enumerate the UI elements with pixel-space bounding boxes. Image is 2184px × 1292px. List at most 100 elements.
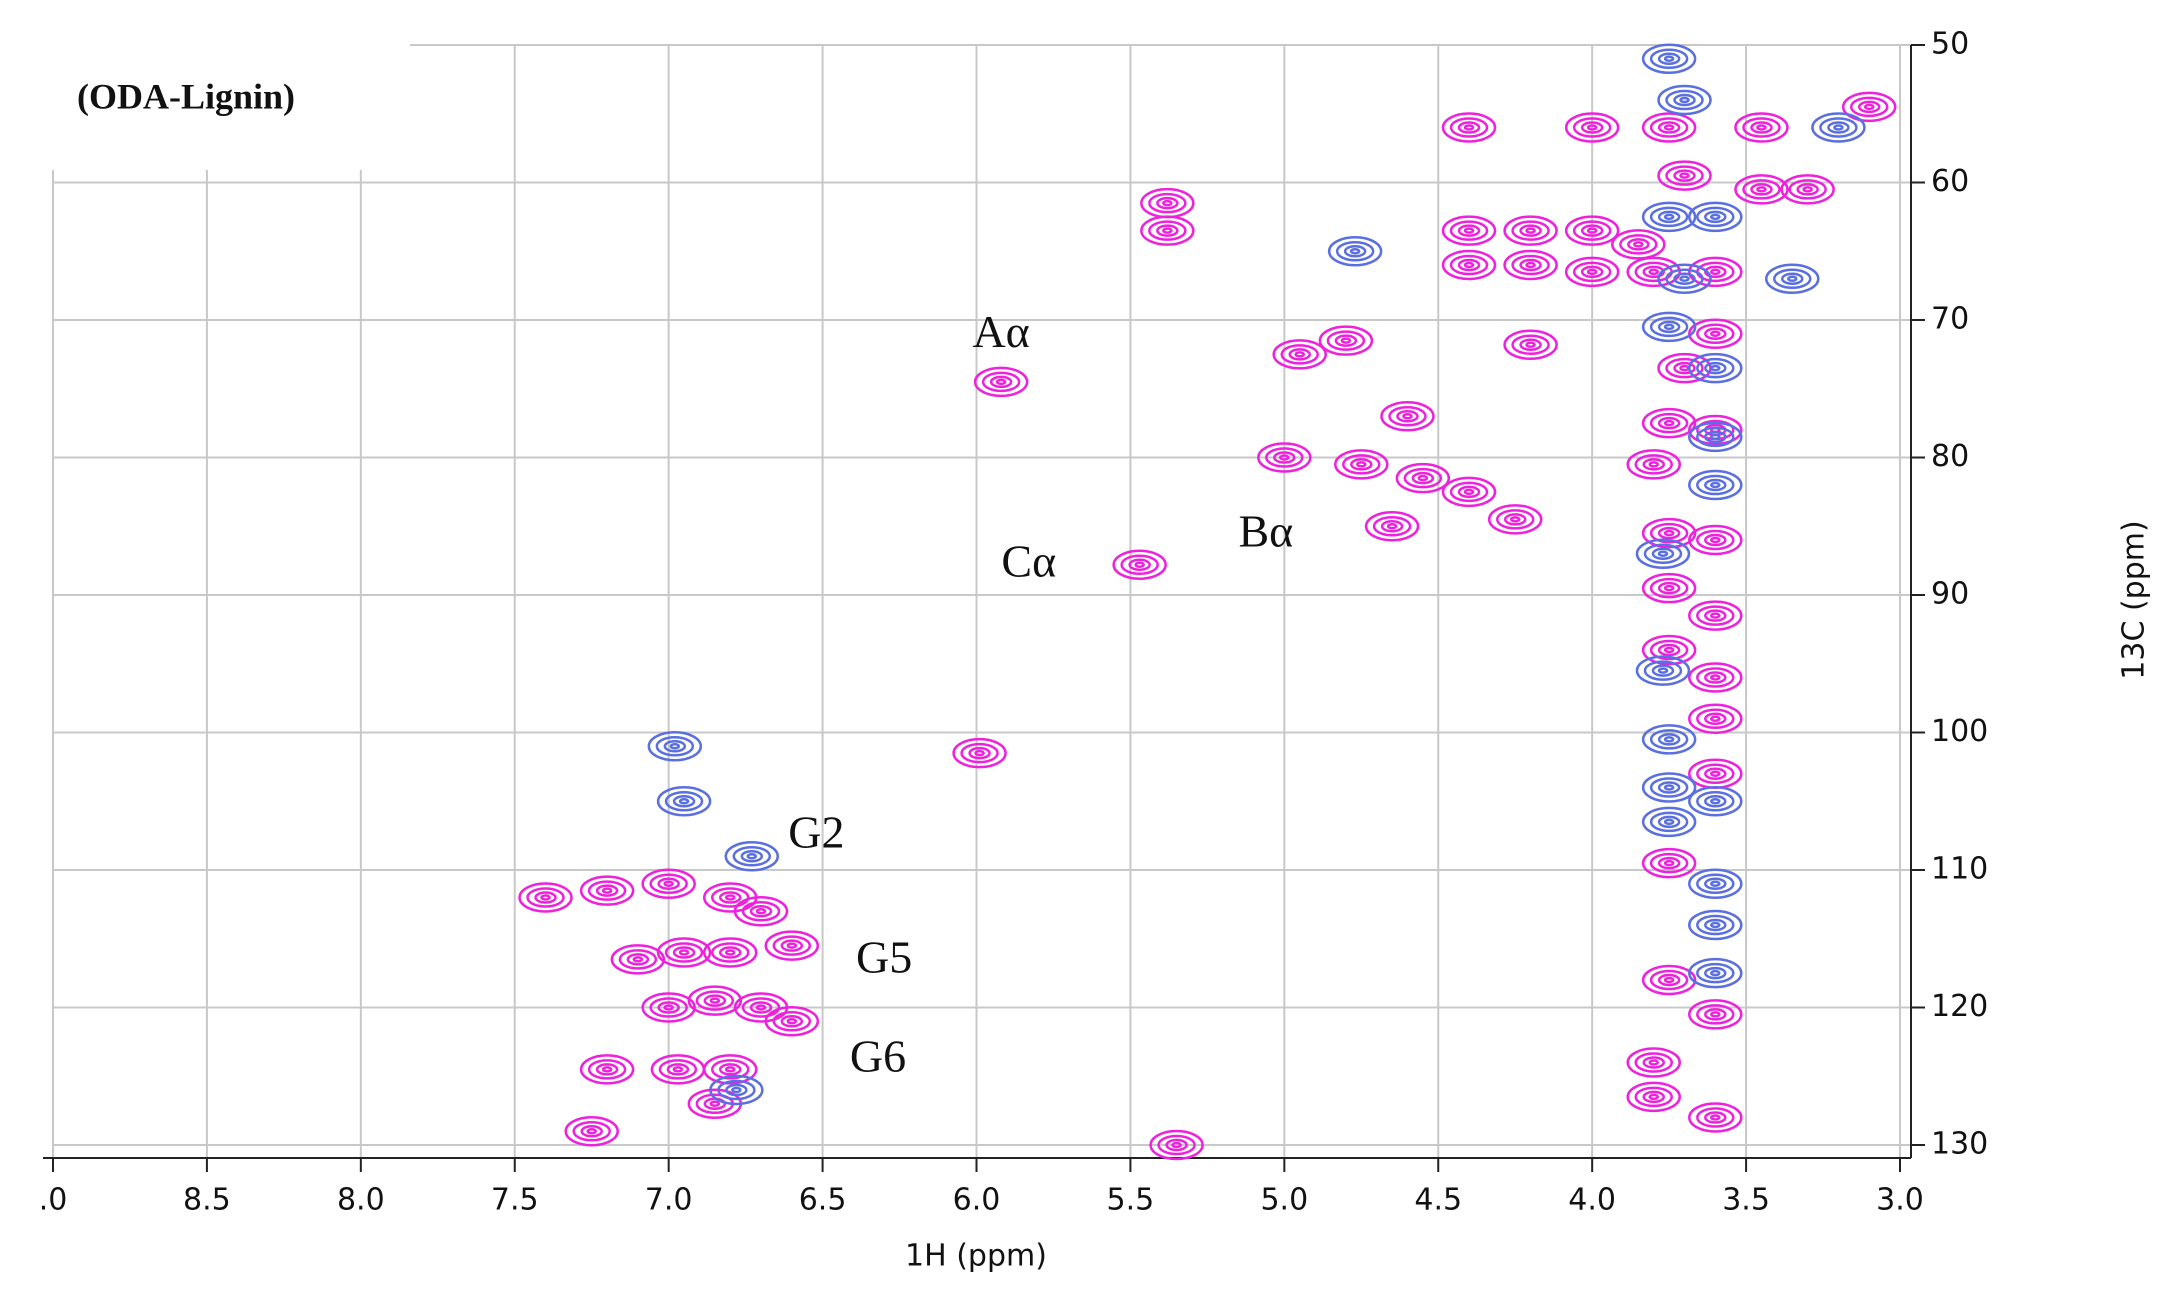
peak bbox=[579, 1054, 635, 1085]
contour bbox=[1750, 121, 1773, 134]
contour bbox=[749, 905, 773, 918]
peak bbox=[656, 937, 712, 968]
contour bbox=[1649, 777, 1689, 798]
contour bbox=[973, 366, 1029, 398]
contour bbox=[1580, 121, 1604, 134]
contour bbox=[1463, 227, 1475, 234]
peak bbox=[1765, 263, 1820, 294]
peak bbox=[1688, 662, 1743, 693]
contour bbox=[540, 894, 551, 901]
peak bbox=[1688, 957, 1743, 989]
peak bbox=[1503, 329, 1558, 360]
contour bbox=[1641, 407, 1697, 439]
contour bbox=[786, 1018, 798, 1025]
contour bbox=[1704, 1008, 1727, 1021]
contour bbox=[1665, 165, 1704, 186]
contour bbox=[1356, 461, 1367, 468]
contour bbox=[1525, 227, 1536, 234]
contour bbox=[1641, 572, 1697, 604]
contour bbox=[1665, 89, 1704, 111]
contour bbox=[1663, 124, 1675, 131]
contour bbox=[1649, 117, 1689, 138]
contour bbox=[1162, 227, 1173, 234]
annotation: G6 bbox=[850, 1031, 906, 1082]
peak bbox=[1503, 249, 1558, 281]
contour bbox=[1648, 268, 1659, 276]
contour bbox=[1611, 229, 1666, 260]
peak bbox=[1688, 469, 1743, 501]
contour bbox=[1564, 112, 1620, 143]
contour bbox=[1395, 462, 1451, 494]
peak bbox=[1334, 449, 1389, 480]
contour bbox=[1564, 256, 1620, 288]
contour bbox=[1688, 703, 1743, 734]
contour bbox=[1710, 798, 1721, 805]
contour bbox=[1457, 121, 1481, 134]
annotation: Aα bbox=[972, 306, 1029, 357]
contour bbox=[981, 371, 1021, 393]
contour bbox=[1696, 791, 1735, 812]
y-axis-label: 13C (ppm) bbox=[2117, 520, 2152, 679]
contour bbox=[749, 1001, 773, 1014]
contour bbox=[1641, 964, 1697, 996]
contour bbox=[960, 742, 999, 764]
grid bbox=[52, 44, 1911, 1158]
peak bbox=[1641, 311, 1697, 343]
y-tick-label: 120 bbox=[1931, 989, 1988, 1024]
contour bbox=[703, 994, 727, 1007]
chart-title: (ODA-Lignin) bbox=[77, 76, 295, 116]
contour bbox=[1710, 268, 1721, 276]
peak bbox=[1688, 868, 1743, 899]
contour bbox=[709, 997, 721, 1004]
contour bbox=[1696, 873, 1735, 894]
contour bbox=[1696, 667, 1735, 688]
contour bbox=[718, 946, 742, 959]
contour bbox=[1688, 352, 1743, 384]
contour bbox=[1402, 413, 1413, 420]
contour bbox=[1334, 334, 1358, 347]
contour bbox=[786, 942, 798, 949]
contour bbox=[595, 884, 619, 897]
contour bbox=[968, 746, 991, 760]
contour bbox=[1441, 215, 1497, 246]
contour bbox=[1288, 348, 1311, 361]
contour bbox=[1156, 196, 1179, 210]
contour bbox=[1704, 210, 1727, 224]
contour bbox=[1773, 268, 1812, 289]
contour bbox=[580, 1125, 603, 1138]
contour bbox=[1580, 224, 1604, 237]
contour bbox=[1572, 261, 1612, 283]
contour bbox=[1626, 1081, 1681, 1113]
x-tick-label: 4.0 bbox=[1568, 1183, 1616, 1218]
peak bbox=[952, 737, 1007, 769]
contour bbox=[1688, 999, 1743, 1030]
contour bbox=[1833, 124, 1844, 131]
contour bbox=[1340, 337, 1352, 344]
contour bbox=[1140, 215, 1195, 246]
contour bbox=[1318, 325, 1374, 356]
contour bbox=[1657, 526, 1681, 540]
x-tick-label: 5.0 bbox=[1260, 1183, 1308, 1218]
contour bbox=[1688, 786, 1743, 817]
contour bbox=[579, 875, 635, 906]
contour bbox=[1265, 447, 1304, 468]
contour bbox=[710, 1059, 750, 1080]
contour bbox=[1380, 520, 1404, 533]
contour bbox=[1696, 763, 1735, 784]
contour bbox=[1673, 93, 1696, 107]
peak bbox=[1112, 549, 1167, 580]
peak bbox=[1688, 600, 1743, 631]
contour bbox=[1649, 729, 1689, 750]
annotation: G2 bbox=[788, 807, 844, 858]
peak bbox=[687, 985, 743, 1016]
contour bbox=[1643, 543, 1683, 564]
contour bbox=[709, 1074, 764, 1106]
contour bbox=[1657, 84, 1712, 116]
contour bbox=[1696, 1107, 1735, 1128]
contour bbox=[1641, 724, 1697, 755]
contour bbox=[572, 1121, 611, 1142]
contour bbox=[1696, 323, 1735, 344]
peak bbox=[1688, 201, 1743, 233]
peak bbox=[702, 1054, 758, 1085]
peak bbox=[1657, 160, 1712, 191]
